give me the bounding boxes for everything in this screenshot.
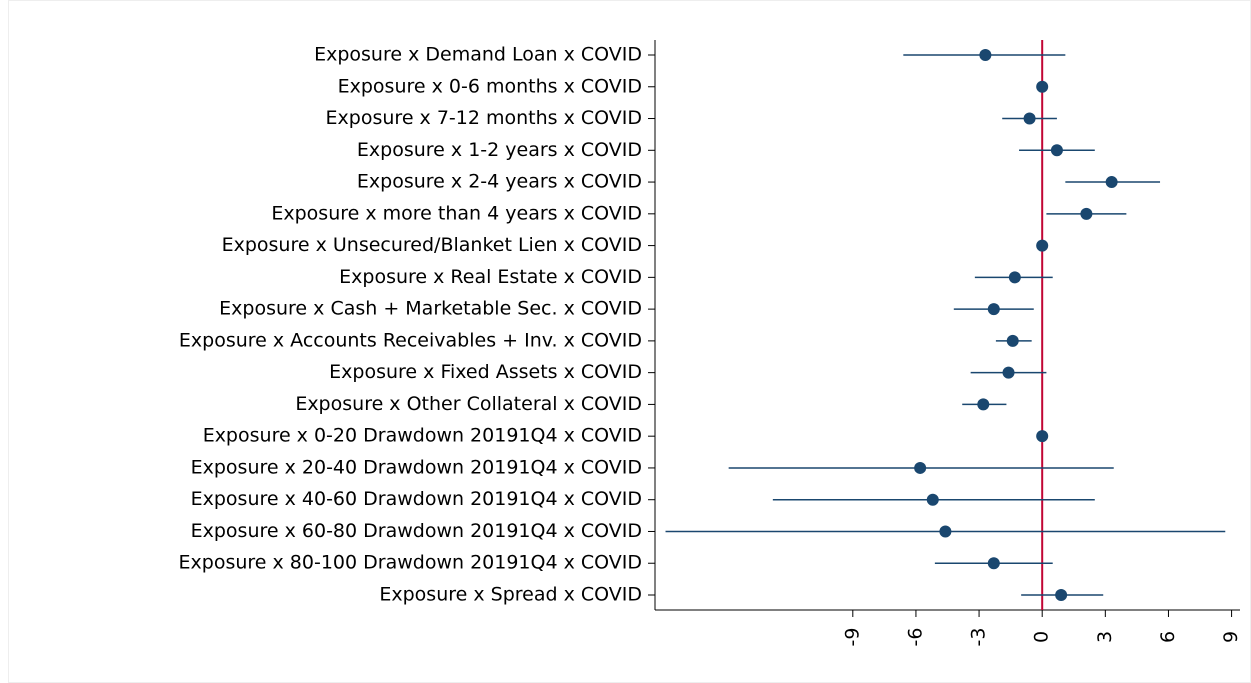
y-tick-label: Exposure x 20-40 Drawdown 20191Q4 x COVI… xyxy=(191,456,642,478)
point-estimate xyxy=(979,49,992,61)
y-tick-label: Exposure x Accounts Receivables + Inv. x… xyxy=(179,329,642,351)
y-tick-label: Exposure x 1-2 years x COVID xyxy=(357,139,642,161)
y-tick-label: Exposure x Cash + Marketable Sec. x COVI… xyxy=(219,298,642,320)
y-tick-label: Exposure x Fixed Assets x COVID xyxy=(329,361,642,383)
point-estimate xyxy=(1036,239,1049,252)
x-tick-label: -9 xyxy=(841,628,863,647)
x-tick-label: -6 xyxy=(904,628,926,647)
y-tick-label: Exposure x 40-60 Drawdown 20191Q4 x COVI… xyxy=(191,488,642,510)
y-tick-label: Exposure x Real Estate x COVID xyxy=(339,266,642,288)
x-tick-label: 9 xyxy=(1220,631,1242,643)
point-estimate xyxy=(1036,430,1049,443)
point-estimate xyxy=(1036,80,1049,93)
x-tick-label: -3 xyxy=(968,628,990,647)
point-estimate xyxy=(1080,207,1093,220)
point-estimate xyxy=(987,303,1000,316)
point-estimate xyxy=(1050,144,1063,157)
point-estimate xyxy=(1055,589,1068,601)
y-tick-label: Exposure x Unsecured/Blanket Lien x COVI… xyxy=(222,234,642,256)
point-estimate xyxy=(1006,334,1019,347)
x-tick-label: 3 xyxy=(1094,631,1116,643)
point-estimate xyxy=(1002,366,1015,379)
y-tick-label: Exposure x 2-4 years x COVID xyxy=(357,171,642,193)
y-tick-label: Exposure x Demand Loan x COVID xyxy=(314,44,642,66)
y-tick-label: Exposure x more than 4 years x COVID xyxy=(271,202,642,224)
point-estimate xyxy=(987,557,1000,570)
y-tick-label: Exposure x Other Collateral x COVID xyxy=(295,393,642,415)
point-estimate xyxy=(1023,112,1036,125)
y-tick-label: Exposure x 80-100 Drawdown 20191Q4 x COV… xyxy=(179,552,642,574)
x-tick-label: 0 xyxy=(1031,631,1053,643)
point-estimate xyxy=(1008,271,1021,284)
y-tick-label: Exposure x Spread x COVID xyxy=(379,584,642,606)
point-estimate xyxy=(926,493,939,506)
point-estimate xyxy=(939,525,952,538)
y-tick-label: Exposure x 60-80 Drawdown 20191Q4 x COVI… xyxy=(191,520,642,542)
point-estimate xyxy=(1105,176,1118,189)
y-tick-label: Exposure x 7-12 months x COVID xyxy=(326,107,642,129)
point-estimate xyxy=(914,461,927,474)
point-estimate xyxy=(977,398,990,411)
y-tick-label: Exposure x 0-6 months x COVID xyxy=(338,75,642,97)
y-tick-label: Exposure x 0-20 Drawdown 20191Q4 x COVID xyxy=(203,425,642,447)
x-tick-label: 6 xyxy=(1157,631,1179,643)
